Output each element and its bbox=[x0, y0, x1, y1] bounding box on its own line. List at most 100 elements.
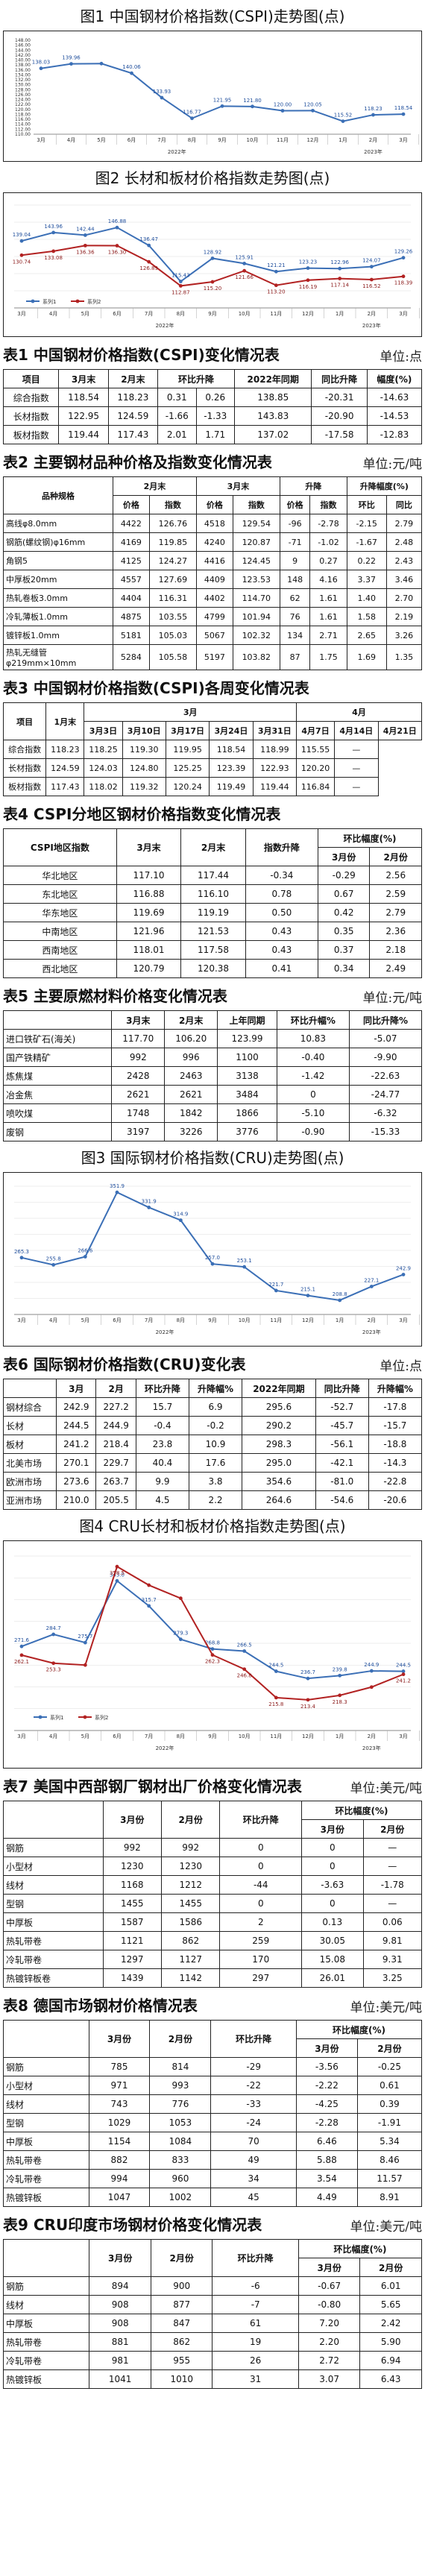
t4-cell: 116.10 bbox=[180, 884, 246, 904]
t2-cell: 热轧无缝管φ219mm×10mm bbox=[3, 644, 113, 670]
t2-cell: 4.16 bbox=[309, 570, 347, 589]
t9-cell: 981 bbox=[89, 2351, 151, 2370]
y-tick-label: 136.00 bbox=[15, 68, 31, 73]
t4-cell: 西南地区 bbox=[3, 940, 117, 960]
t7-cell: -44 bbox=[219, 1875, 303, 1895]
t6-h: 2月 bbox=[95, 1379, 136, 1398]
t2-row: 高线φ8.0mm 4422 126.76 4518 129.54 -96 -2.78 -2.1… bbox=[3, 514, 423, 533]
t6-h bbox=[2, 1379, 57, 1398]
data-point bbox=[242, 268, 247, 273]
t9-cell: 908 bbox=[89, 2295, 151, 2314]
y-tick-label: 110.00 bbox=[15, 132, 31, 137]
t9-cell: 908 bbox=[89, 2314, 151, 2333]
t8-cell: 5.88 bbox=[295, 2150, 358, 2170]
x-tick-label: 12月 bbox=[302, 1733, 314, 1739]
t7-cell: 1586 bbox=[160, 1912, 221, 1932]
data-label: 121.66 bbox=[235, 274, 254, 280]
t7-row: 型钢 1455 1455 0 0— bbox=[3, 1894, 422, 1913]
t5-cell: -24.77 bbox=[348, 1085, 423, 1104]
t8-h2: 2月份 bbox=[356, 2038, 423, 2058]
data-point bbox=[401, 274, 406, 279]
t6-cell: 244.9 bbox=[95, 1416, 136, 1435]
data-label: 266.6 bbox=[78, 1247, 93, 1253]
t4-cell: 0.43 bbox=[245, 922, 318, 941]
t9-cell: 955 bbox=[150, 2351, 213, 2370]
x-tick-label: 5月 bbox=[81, 1733, 89, 1739]
data-label: 139.04 bbox=[13, 232, 31, 238]
t3-h2: 3月3日 bbox=[84, 721, 123, 740]
x-tick-label: 5月 bbox=[97, 137, 105, 143]
t8-cell: -29 bbox=[210, 2057, 297, 2076]
data-point bbox=[369, 1285, 374, 1288]
t5-cell: 1842 bbox=[164, 1103, 218, 1123]
data-point bbox=[210, 1653, 215, 1657]
t8-cell: -2.22 bbox=[295, 2076, 358, 2095]
x-group-label: 2022年 bbox=[156, 1745, 174, 1751]
data-point bbox=[401, 256, 406, 260]
data-label: 121.21 bbox=[267, 262, 286, 268]
t8-row: 小型材 971 993 -22 -2.22 0.61 bbox=[3, 2076, 423, 2095]
t7-cell: 热镀锌板卷 bbox=[3, 1968, 104, 1988]
t8-cell: 0.61 bbox=[356, 2076, 423, 2095]
t6-row: 长材 244.5 244.9 -0.4 -0.2 290.2 -45.7 -15.7 bbox=[2, 1416, 423, 1435]
t9-cell: 6.01 bbox=[359, 2276, 422, 2296]
t8-cell: 冷轧带卷 bbox=[3, 2169, 89, 2188]
t6-cell: -18.8 bbox=[368, 1435, 423, 1454]
data-point bbox=[210, 256, 215, 260]
t8-cell: -24 bbox=[210, 2113, 297, 2132]
x-group-label: 2023年 bbox=[364, 148, 382, 155]
t3-header: 表3 中国钢材价格指数(CSPI)各周变化情况表 bbox=[3, 676, 422, 698]
t6-cell: 264.6 bbox=[242, 1490, 316, 1510]
t3-h: 4月 bbox=[296, 702, 422, 722]
t8-body: 钢筋 785 814 -29 -3.56 -0.25 小型材 971 993 -22 -2.22 0.… bbox=[3, 2057, 423, 2207]
t2-body: 高线φ8.0mm 4422 126.76 4518 129.54 -96 -2.78 -2.1… bbox=[3, 514, 423, 670]
t6-cell: -17.8 bbox=[368, 1397, 423, 1417]
data-point bbox=[401, 1273, 406, 1276]
t8-cell: -1.91 bbox=[356, 2113, 423, 2132]
t2-h2: 价格 bbox=[195, 495, 233, 514]
t2-header: 表2 主要钢材品种价格及指数变化情况表 单位:元/吨 bbox=[3, 450, 422, 472]
t3-cell: 118.02 bbox=[84, 777, 123, 796]
t5-cell: 冶金焦 bbox=[2, 1085, 113, 1104]
t8-cell: 70 bbox=[210, 2132, 297, 2151]
x-tick-label: 2月 bbox=[368, 1733, 376, 1739]
t6-cell: 218.4 bbox=[95, 1435, 136, 1454]
t7-cell: — bbox=[362, 1857, 422, 1876]
data-point bbox=[147, 1604, 151, 1608]
t6-cell: 6.9 bbox=[188, 1397, 243, 1417]
data-point bbox=[401, 112, 406, 116]
t9-cell: 881 bbox=[89, 2332, 151, 2352]
t7-cell: 9.81 bbox=[362, 1931, 422, 1950]
x-tick-label: 3月 bbox=[399, 1317, 407, 1323]
t7-cell: 钢筋 bbox=[3, 1838, 104, 1857]
t3-cell: 124.80 bbox=[122, 758, 166, 778]
t6-cell: -42.1 bbox=[315, 1453, 369, 1473]
x-tick-label: 3月 bbox=[37, 137, 45, 143]
t2-row: 热轧无缝管φ219mm×10mm 5284 105.58 5197 103.82 87 1.… bbox=[3, 644, 423, 670]
t3-title: 表3 中国钢材价格指数(CSPI)各周变化情况表 bbox=[3, 679, 309, 697]
fig2-title: 图2 长材和板材价格指数走势图(点) bbox=[95, 169, 330, 187]
t8-cell: 776 bbox=[149, 2094, 212, 2114]
data-point bbox=[51, 1661, 56, 1666]
t7-title: 表7 美国中西部钢厂钢材出厂价格变化情况表 bbox=[3, 1777, 302, 1795]
data-point bbox=[19, 239, 24, 243]
t6-cell: 244.5 bbox=[56, 1416, 97, 1435]
t7-h bbox=[3, 1801, 104, 1839]
t7-h2: 2月份 bbox=[362, 1819, 422, 1839]
t2-row: 热轧卷板3.0mm 4404 116.31 4402 114.70 62 1.61 1.40 2… bbox=[3, 588, 423, 608]
t2-title: 表2 主要钢材品种价格及指数变化情况表 bbox=[3, 453, 272, 471]
t2-cell: 0.22 bbox=[346, 551, 387, 570]
t2-row: 冷轧薄板1.0mm 4875 103.55 4799 101.94 76 1.61 1.58 2… bbox=[3, 607, 423, 626]
t2-h: 品种规格 bbox=[3, 476, 113, 514]
data-point bbox=[19, 1644, 24, 1648]
data-point bbox=[338, 266, 342, 271]
t6-cell: 40.4 bbox=[135, 1453, 189, 1473]
t8-cell: 45 bbox=[210, 2188, 297, 2207]
t1-cell: 143.83 bbox=[234, 406, 312, 426]
data-point bbox=[19, 1256, 24, 1260]
t6-cell: -45.7 bbox=[315, 1416, 369, 1435]
t6-cell: -81.0 bbox=[315, 1472, 369, 1491]
t8-cell: 1002 bbox=[149, 2188, 212, 2207]
t5-cell: 国产铁精矿 bbox=[2, 1048, 113, 1067]
t5-cell: 0 bbox=[276, 1085, 350, 1104]
